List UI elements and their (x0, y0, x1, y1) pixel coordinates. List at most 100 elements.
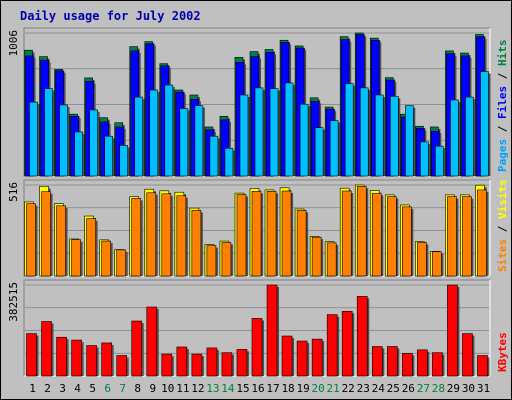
day-label: 28 (432, 382, 445, 395)
day-label: 8 (134, 382, 141, 395)
bar-pages-shade (112, 138, 115, 176)
bar-sites-shade (215, 247, 218, 276)
bar-kbytes-shade (307, 343, 310, 376)
bar-sites-shade (80, 241, 83, 276)
bar-kbytes-shade (457, 287, 460, 376)
max-label: 1006 (7, 30, 20, 57)
bar-sites-shade (185, 197, 188, 276)
bar-kbytes (281, 335, 293, 377)
bar-kbytes-shade (156, 309, 159, 376)
bar-pages-shade (488, 73, 491, 176)
bar-sites (462, 196, 472, 277)
bar-pages (420, 141, 429, 177)
bar-kbytes (462, 333, 473, 377)
series-label-part: Files (496, 86, 509, 119)
panel-visits-sites: 516 Sites / Visits (7, 179, 509, 277)
bar-pages (314, 127, 324, 177)
bar-pages-shade (338, 122, 341, 176)
series-label-part: Visits (496, 179, 509, 219)
bar-pages-shade (232, 150, 235, 176)
panel-hits-files-pages: 1006 Pages / Files / Hits (7, 27, 509, 177)
day-label: 24 (372, 382, 386, 395)
bar-sites (101, 240, 111, 277)
bar-pages (119, 145, 129, 177)
day-label: 25 (387, 382, 400, 395)
day-label: 23 (357, 382, 370, 395)
panel-kbytes: 382515 KBytes (7, 279, 509, 377)
max-label: 516 (7, 182, 20, 202)
bar-kbytes (221, 352, 233, 377)
bar-kbytes-shade (292, 338, 295, 376)
bar-kbytes-shade (126, 357, 129, 376)
bar-sites (417, 242, 427, 277)
bar-pages-shade (368, 89, 371, 176)
bar-sites-shade (35, 205, 38, 276)
bar-sites-shade (110, 243, 113, 276)
day-label: 10 (161, 382, 174, 395)
bar-pages (344, 83, 354, 177)
bar-kbytes-shade (81, 342, 84, 376)
day-label: 3 (59, 382, 66, 395)
bar-sites-shade (396, 198, 399, 276)
bar-sites-shade (50, 193, 53, 276)
bar-pages-shade (443, 148, 446, 176)
bar-sites (161, 193, 172, 277)
bar-pages-shade (67, 106, 70, 176)
bar-pages (209, 135, 219, 177)
bar-pages (254, 87, 264, 177)
bar-kbytes (131, 320, 143, 377)
bar-sites (447, 196, 457, 277)
day-label: 9 (149, 382, 156, 395)
bar-kbytes (236, 349, 248, 377)
day-label: 30 (462, 382, 475, 395)
bar-pages-shade (37, 104, 40, 176)
bar-kbytes-shade (427, 351, 430, 376)
bar-sites (26, 203, 36, 277)
day-label: 20 (312, 382, 325, 395)
day-label: 31 (477, 382, 490, 395)
bar-kbytes (432, 352, 443, 377)
day-label: 6 (104, 382, 111, 395)
bar-kbytes (311, 338, 323, 377)
bar-sites (221, 242, 232, 277)
bar-pages-shade (293, 84, 296, 176)
bar-pages (359, 87, 369, 177)
bar-kbytes (251, 318, 263, 377)
bar-kbytes (386, 346, 398, 377)
day-label: 16 (251, 382, 264, 395)
bar-sites (41, 191, 51, 277)
bar-pages-shade (172, 87, 175, 176)
bar-kbytes-shade (201, 356, 204, 376)
bar-kbytes (417, 349, 428, 377)
bar-kbytes-shade (487, 357, 490, 376)
bar-sites-shade (200, 212, 203, 276)
bar-pages (224, 147, 234, 177)
bar-pages-shade (142, 99, 145, 176)
series-label-part: Hits (496, 40, 509, 67)
bar-pages (194, 105, 204, 177)
bar-kbytes (116, 355, 128, 377)
bar-sites (191, 210, 202, 277)
bar-pages (89, 109, 98, 177)
day-label: 7 (119, 382, 126, 395)
bar-sites (311, 236, 322, 277)
bar-pages-shade (97, 111, 100, 176)
bar-sites-shade (95, 220, 98, 276)
bar-pages (450, 99, 459, 177)
bar-sites (296, 210, 307, 277)
bar-sites (116, 249, 127, 277)
bar-pages (74, 131, 83, 177)
bar-sites (432, 251, 442, 277)
bar-kbytes (356, 296, 368, 377)
bar-pages (329, 120, 339, 177)
series-label: Pages / Files / Hits (496, 40, 509, 173)
bar-sites (176, 195, 187, 277)
bar-pages (164, 84, 174, 177)
bar-kbytes (371, 346, 383, 377)
bar-sites-shade (321, 239, 324, 276)
bar-sites (71, 239, 81, 277)
bar-sites-shade (65, 207, 68, 276)
day-label: 26 (402, 382, 415, 395)
bar-sites-shade (276, 193, 279, 276)
bar-kbytes (191, 353, 203, 377)
